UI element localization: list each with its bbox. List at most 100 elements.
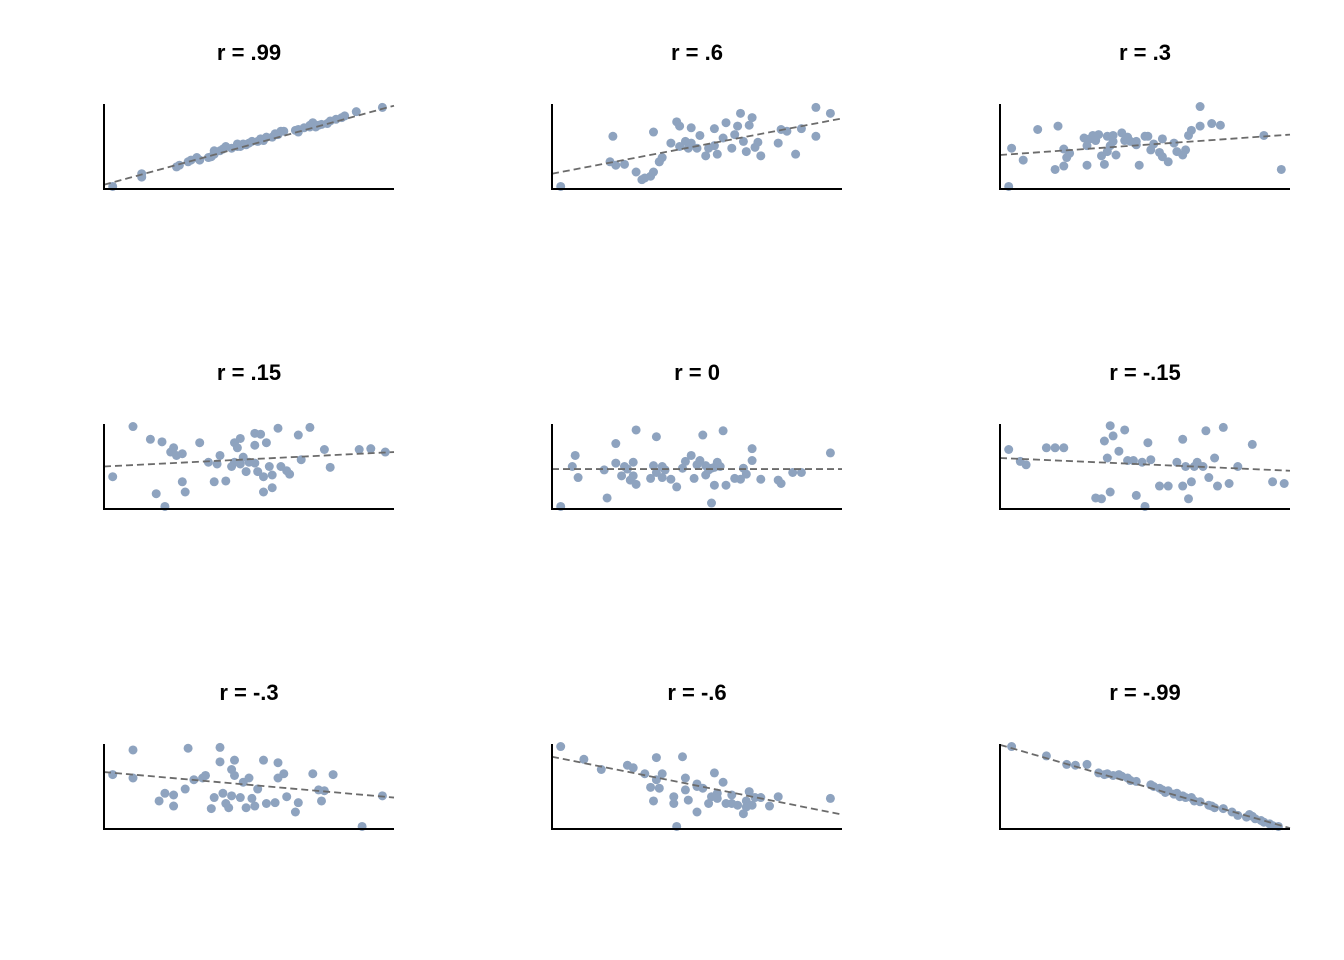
data-point: [773, 138, 783, 148]
data-point: [825, 793, 835, 803]
data-point: [177, 449, 187, 459]
data-point: [701, 151, 711, 161]
data-point: [649, 167, 658, 177]
scatter-panel: r = .99: [103, 40, 395, 191]
data-point: [718, 777, 728, 787]
data-point: [712, 149, 722, 159]
data-point: [230, 755, 239, 765]
data-point: [669, 799, 679, 808]
data-point: [1004, 445, 1014, 454]
data-point: [680, 785, 690, 795]
data-point: [151, 489, 161, 499]
data-point: [250, 801, 260, 811]
data-point: [1050, 443, 1060, 453]
panel-title: r = 0: [674, 360, 720, 385]
data-point: [1218, 422, 1228, 432]
data-point: [649, 127, 658, 137]
data-point: [579, 754, 589, 764]
data-point: [611, 160, 621, 170]
data-point: [640, 769, 650, 779]
data-point: [599, 465, 609, 475]
data-point: [308, 769, 318, 779]
data-point: [611, 439, 621, 449]
data-point: [1108, 431, 1118, 441]
panel-axes: [999, 744, 1290, 830]
data-point: [596, 765, 606, 774]
data-point: [215, 742, 225, 752]
data-point: [796, 467, 806, 477]
data-point: [683, 795, 693, 805]
data-point: [177, 477, 187, 487]
panel-title: r = -.15: [1109, 360, 1181, 385]
data-point: [232, 443, 242, 453]
data-point: [253, 467, 263, 477]
data-point: [678, 752, 687, 762]
data-point: [788, 467, 798, 477]
data-point: [675, 121, 685, 131]
data-point: [1114, 446, 1124, 456]
data-point: [328, 770, 338, 780]
data-point: [261, 438, 271, 448]
data-point: [128, 422, 138, 432]
data-point: [1204, 473, 1214, 483]
data-point: [825, 108, 835, 118]
data-point: [244, 773, 254, 783]
data-point: [651, 753, 661, 763]
data-point: [1143, 438, 1153, 448]
scatter-panel: r = 0: [551, 360, 842, 511]
data-point: [756, 474, 766, 484]
data-point: [1157, 134, 1167, 144]
data-point: [224, 803, 234, 813]
data-point: [709, 141, 719, 151]
data-point: [825, 448, 835, 458]
panel-title: r = .6: [671, 40, 723, 65]
scatter-panel: r = -.15: [999, 360, 1291, 511]
data-point: [628, 763, 638, 773]
data-point: [776, 479, 786, 488]
data-point: [570, 450, 580, 460]
data-point: [1155, 481, 1164, 491]
data-point: [1105, 421, 1115, 431]
data-point: [180, 487, 190, 497]
data-point: [1082, 160, 1092, 170]
data-point: [108, 770, 118, 780]
trend-line: [103, 104, 395, 186]
data-point: [709, 768, 719, 778]
data-point: [1279, 479, 1289, 488]
data-point: [241, 467, 251, 477]
data-point: [273, 423, 283, 433]
data-point: [654, 783, 664, 793]
data-point: [128, 745, 138, 755]
data-point: [1207, 119, 1217, 129]
panel-axes: [999, 104, 1290, 190]
data-point: [692, 807, 702, 817]
data-point: [1059, 443, 1069, 453]
data-point: [259, 487, 268, 497]
data-point: [736, 474, 745, 484]
data-point: [250, 440, 260, 450]
data-point: [672, 482, 682, 492]
data-point: [666, 474, 676, 484]
data-point: [154, 796, 164, 806]
data-point: [1131, 490, 1141, 500]
data-point: [1131, 776, 1141, 786]
data-point: [1233, 462, 1243, 471]
data-point: [1268, 477, 1278, 487]
data-point: [811, 102, 821, 112]
data-point: [718, 426, 728, 436]
data-point: [747, 456, 757, 466]
data-point: [218, 788, 228, 798]
data-point: [631, 167, 641, 177]
data-point: [1178, 481, 1188, 491]
data-point: [1099, 159, 1109, 169]
data-point: [1114, 770, 1124, 780]
data-point: [747, 113, 757, 123]
data-point: [707, 792, 716, 802]
data-point: [290, 807, 300, 817]
data-point: [680, 456, 690, 466]
data-point: [753, 137, 763, 147]
data-point: [657, 473, 667, 483]
data-point: [686, 138, 696, 148]
data-point: [692, 143, 702, 153]
data-point: [1094, 130, 1104, 140]
